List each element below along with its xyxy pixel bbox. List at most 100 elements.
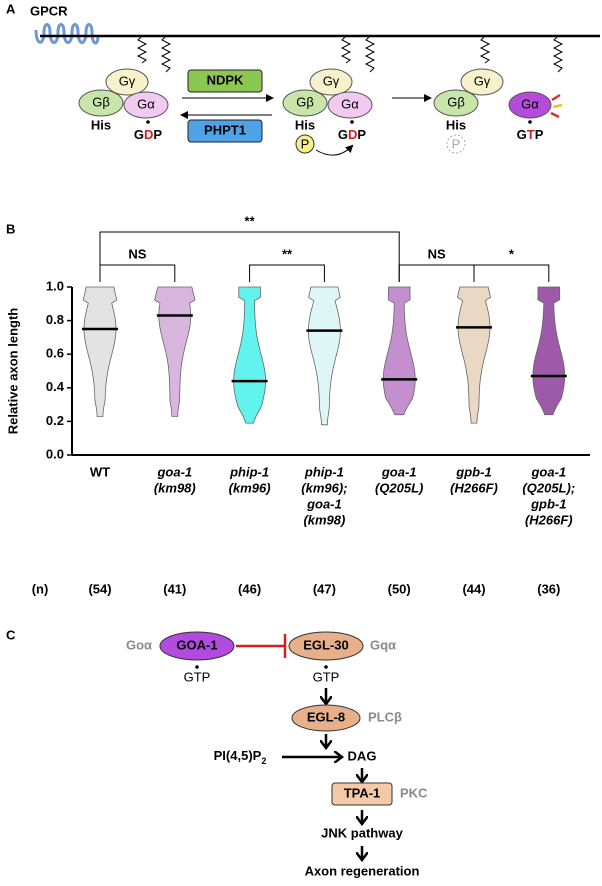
g-beta (433, 89, 479, 117)
violin (532, 286, 566, 416)
x-tick-label: phip-1 (304, 464, 344, 479)
node-label: EGL-8 (307, 709, 345, 724)
significance-label: ** (245, 213, 256, 228)
outcome: Axon regeneration (305, 863, 420, 878)
g-beta-label: Gβ (92, 94, 110, 109)
substrate-text: PI(4,5)P (214, 748, 262, 763)
n-part: D (348, 127, 357, 142)
phospho-label: P (452, 136, 461, 151)
tpa1-node (331, 782, 393, 806)
n-label: (46) (238, 581, 261, 596)
significance-label: ** (282, 246, 293, 261)
g-alpha-label: Gα (137, 96, 155, 111)
product: DAG (348, 748, 377, 763)
gpcr-icon (34, 23, 100, 45)
goa-node (159, 631, 235, 661)
phospho-label: P (301, 136, 310, 151)
nucleotide: GDP (338, 127, 367, 142)
n-part: G (338, 127, 348, 142)
g-gamma (460, 68, 504, 96)
x-tick-label: goa-1 (306, 496, 342, 511)
g-gamma (105, 68, 149, 96)
g-beta-label: Gβ (447, 94, 465, 109)
g-beta (78, 89, 124, 117)
x-tick-label: gpb-1 (455, 464, 491, 479)
bond-dot (528, 120, 532, 124)
bond-dot (324, 665, 328, 669)
significance-bracket (473, 264, 550, 282)
x-tick-label: (Q205L); (522, 480, 575, 495)
n-label: (41) (163, 581, 186, 596)
x-tick-label: (km96) (229, 480, 271, 495)
x-tick-label: goa-1 (381, 464, 417, 479)
significance-label: NS (128, 246, 146, 261)
ndpk-box (187, 69, 263, 93)
bond-dot (195, 665, 199, 669)
panel-c: C Goα GOA-1 GTP EGL-30 Gqα GTP EGL-8 PLC… (6, 627, 428, 878)
g-beta (282, 89, 328, 117)
n-part: P (153, 127, 162, 142)
n-label: (36) (537, 581, 560, 596)
x-tick-label: goa-1 (156, 464, 192, 479)
phpt1-box (187, 119, 263, 143)
egl8-node (291, 704, 361, 732)
g-alpha (123, 91, 169, 119)
family-label: PLCβ (368, 709, 402, 724)
g-gamma-label: Gγ (474, 73, 491, 88)
x-tick-label: (Q205L) (375, 480, 423, 495)
x-tick-label: gpb-1 (530, 496, 566, 511)
pathway: JNK pathway (321, 825, 403, 840)
family-label: Goα (126, 637, 152, 652)
panel-a: A GPCR Gγ Gβ Gα His GDP NDPK PHPT1 Gγ Gβ… (6, 1, 600, 156)
violin (308, 286, 341, 426)
node-label: GOA-1 (176, 637, 217, 652)
substrate-sub: 2 (261, 756, 266, 766)
n-part: D (144, 127, 153, 142)
x-tick-label: (km98) (154, 480, 196, 495)
n-label: (54) (88, 581, 111, 596)
y-tick-label: 0.0 (46, 446, 64, 461)
his-label: His (446, 117, 466, 132)
x-tick-label: (H266F) (450, 480, 498, 495)
significance-bracket (398, 264, 475, 282)
family-label: Gqα (370, 637, 396, 652)
significance-bracket (99, 264, 176, 282)
egl30-node (288, 631, 364, 661)
bond-dot (146, 120, 150, 124)
n-part: T (527, 127, 535, 142)
nucleotide: GDP (134, 127, 163, 142)
his-label: His (295, 117, 315, 132)
n-header: (n) (32, 581, 49, 596)
x-tick-label: WT (90, 464, 110, 479)
g-gamma-label: Gγ (323, 73, 340, 88)
node-label: TPA-1 (344, 785, 381, 800)
x-tick-label: (km96); (301, 480, 347, 495)
phospho-circle (446, 134, 466, 154)
panel-b: B Relative axon length (n) 0.0 0.2 0.4 0.6 0… (5, 213, 590, 596)
activation-marks (550, 93, 563, 119)
n-label: (50) (388, 581, 411, 596)
x-tick-label: (km98) (303, 512, 345, 527)
violin (456, 286, 492, 424)
significance-bracket (249, 264, 325, 282)
violin (154, 286, 196, 417)
g-alpha (327, 91, 373, 119)
nucleotide: GTP (313, 669, 340, 684)
g-alpha-active (508, 91, 552, 119)
his-label: His (91, 117, 111, 132)
bond-dot (350, 120, 354, 124)
significance-label: * (509, 246, 515, 261)
y-tick-label: 0.2 (46, 413, 64, 428)
panel-label: B (6, 221, 15, 236)
n-label: (44) (462, 581, 485, 596)
phospho-circle (295, 134, 315, 154)
n-label: (47) (313, 581, 336, 596)
g-alpha-label: Gα (521, 96, 539, 111)
transfer-arrow (315, 144, 354, 156)
phpt1-label: PHPT1 (204, 122, 246, 137)
panel-label: C (6, 627, 16, 642)
y-axis-label: Relative axon length (5, 308, 20, 434)
g-beta-label: Gβ (296, 94, 314, 109)
x-tick-label: phip-1 (229, 464, 269, 479)
